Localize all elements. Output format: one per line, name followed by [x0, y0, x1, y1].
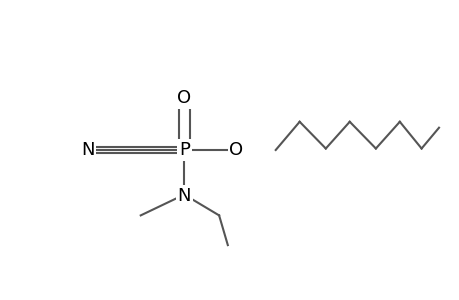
Text: P: P — [179, 141, 189, 159]
Text: O: O — [177, 89, 191, 107]
Text: N: N — [81, 141, 95, 159]
Text: N: N — [177, 187, 190, 205]
Text: O: O — [229, 141, 243, 159]
